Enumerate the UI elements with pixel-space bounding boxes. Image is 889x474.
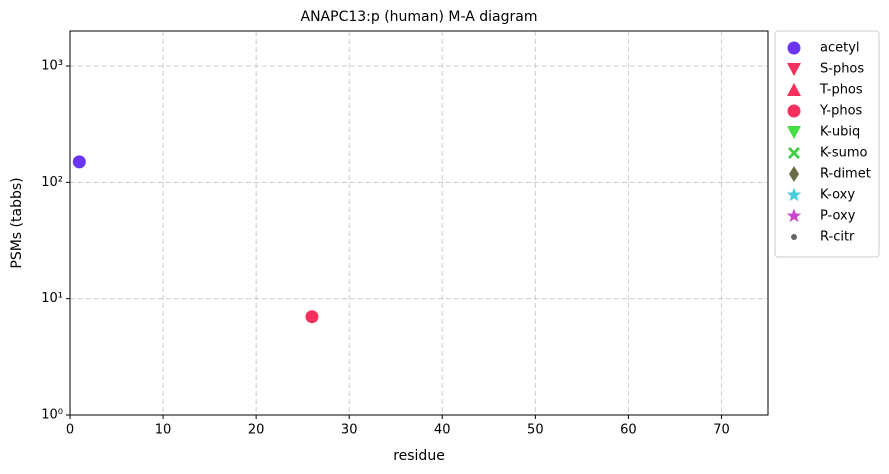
- x-tick-label: 40: [434, 423, 451, 438]
- data-point: [72, 155, 86, 169]
- legend-marker: [789, 166, 799, 182]
- x-tick-label: 10: [155, 423, 172, 438]
- legend-label: S-phos: [820, 62, 864, 77]
- legend-marker: [786, 187, 802, 202]
- x-tick-label: 20: [248, 423, 265, 438]
- y-tick-label: 10³: [41, 59, 63, 74]
- legend-marker: [787, 41, 801, 55]
- legend-label: P-oxy: [820, 209, 856, 224]
- x-tick-label: 60: [620, 423, 637, 438]
- x-tick-label: 70: [713, 423, 730, 438]
- legend-marker: [787, 126, 801, 139]
- legend-marker: [787, 63, 801, 76]
- legend-marker: [787, 104, 801, 118]
- legend-label: T-phos: [819, 83, 863, 98]
- legend-label: R-dimet: [820, 167, 871, 182]
- x-tick-label: 30: [341, 423, 358, 438]
- x-axis-label: residue: [393, 448, 445, 464]
- legend-marker: [788, 147, 800, 159]
- legend-marker: [787, 83, 801, 96]
- y-tick-label: 10²: [41, 175, 63, 190]
- legend-label: K-sumo: [820, 146, 868, 161]
- y-tick-label: 10⁰: [41, 408, 63, 423]
- legend-box: [774, 30, 880, 258]
- legend-label: Y-phos: [819, 104, 863, 119]
- y-tick-label: 10¹: [41, 291, 63, 306]
- data-point: [305, 310, 319, 324]
- legend-label: R-citr: [820, 230, 855, 245]
- legend-label: K-ubiq: [820, 125, 860, 140]
- plot-frame: [69, 30, 769, 416]
- legend-marker: [791, 234, 797, 240]
- x-tick-label: 0: [66, 423, 74, 438]
- y-axis-label: PSMs (tabbs): [9, 177, 25, 268]
- legend-marker: [786, 208, 802, 223]
- legend-label: K-oxy: [820, 188, 855, 203]
- legend-label: acetyl: [820, 41, 860, 56]
- chart-title: ANAPC13:p (human) M-A diagram: [301, 9, 538, 25]
- x-tick-label: 50: [527, 423, 544, 438]
